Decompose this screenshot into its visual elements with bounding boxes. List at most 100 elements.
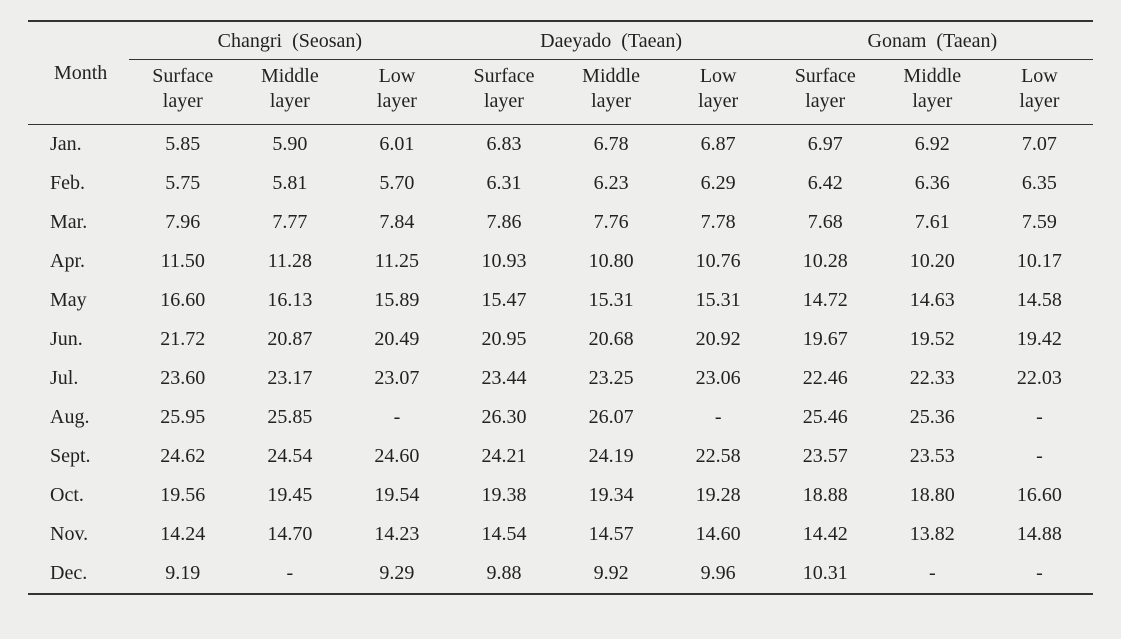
- value-cell: 6.78: [558, 125, 665, 165]
- value-cell: 7.68: [772, 203, 879, 242]
- location-header-1: Daeyado (Taean): [450, 21, 771, 60]
- value-cell: 22.46: [772, 359, 879, 398]
- value-cell: -: [343, 398, 450, 437]
- table-row: Dec.9.19-9.299.889.929.9610.31--: [28, 554, 1093, 594]
- value-cell: 14.70: [236, 515, 343, 554]
- value-cell: 14.54: [450, 515, 557, 554]
- location-header-2: Gonam (Taean): [772, 21, 1093, 60]
- value-cell: 14.63: [879, 281, 986, 320]
- table-row: Apr.11.5011.2811.2510.9310.8010.7610.281…: [28, 242, 1093, 281]
- month-cell: Oct.: [28, 476, 129, 515]
- value-cell: 23.17: [236, 359, 343, 398]
- value-cell: 24.21: [450, 437, 557, 476]
- value-cell: 22.03: [986, 359, 1093, 398]
- location-region: (Taean): [621, 30, 682, 52]
- value-cell: 5.85: [129, 125, 236, 165]
- value-cell: 14.57: [558, 515, 665, 554]
- sublayer-row: SurfacelayerMiddlelayerLowlayerSurfacela…: [28, 60, 1093, 125]
- value-cell: 25.85: [236, 398, 343, 437]
- value-cell: 7.78: [665, 203, 772, 242]
- location-name: Changri: [218, 30, 282, 52]
- value-cell: 18.88: [772, 476, 879, 515]
- value-cell: 11.25: [343, 242, 450, 281]
- value-cell: 19.67: [772, 320, 879, 359]
- table-row: Feb.5.755.815.706.316.236.296.426.366.35: [28, 164, 1093, 203]
- sublayer-header: Lowlayer: [665, 60, 772, 125]
- value-cell: 23.53: [879, 437, 986, 476]
- value-cell: -: [665, 398, 772, 437]
- value-cell: 16.60: [986, 476, 1093, 515]
- value-cell: 14.88: [986, 515, 1093, 554]
- value-cell: 6.42: [772, 164, 879, 203]
- value-cell: 11.28: [236, 242, 343, 281]
- value-cell: 23.60: [129, 359, 236, 398]
- value-cell: 25.46: [772, 398, 879, 437]
- location-region: (Taean): [936, 30, 997, 52]
- value-cell: 11.50: [129, 242, 236, 281]
- location-name: Gonam: [868, 30, 927, 52]
- value-cell: 10.80: [558, 242, 665, 281]
- value-cell: 10.20: [879, 242, 986, 281]
- value-cell: 26.07: [558, 398, 665, 437]
- value-cell: 7.61: [879, 203, 986, 242]
- value-cell: 7.07: [986, 125, 1093, 165]
- value-cell: 19.45: [236, 476, 343, 515]
- value-cell: 15.31: [558, 281, 665, 320]
- value-cell: 14.42: [772, 515, 879, 554]
- month-cell: Mar.: [28, 203, 129, 242]
- table-body: Jan.5.855.906.016.836.786.876.976.927.07…: [28, 125, 1093, 595]
- value-cell: -: [879, 554, 986, 594]
- value-cell: 7.76: [558, 203, 665, 242]
- month-cell: Nov.: [28, 515, 129, 554]
- sublayer-header: Middlelayer: [236, 60, 343, 125]
- month-cell: May: [28, 281, 129, 320]
- table-row: Mar.7.967.777.847.867.767.787.687.617.59: [28, 203, 1093, 242]
- sublayer-header: Middlelayer: [879, 60, 986, 125]
- data-table: Month Changri (Seosan) Daeyado (Taean) G…: [28, 20, 1093, 595]
- value-cell: 25.36: [879, 398, 986, 437]
- value-cell: 19.52: [879, 320, 986, 359]
- value-cell: 7.77: [236, 203, 343, 242]
- value-cell: 20.92: [665, 320, 772, 359]
- value-cell: 19.56: [129, 476, 236, 515]
- value-cell: 19.38: [450, 476, 557, 515]
- value-cell: 24.54: [236, 437, 343, 476]
- sublayer-header: Surfacelayer: [450, 60, 557, 125]
- value-cell: 6.36: [879, 164, 986, 203]
- value-cell: 5.70: [343, 164, 450, 203]
- table-row: May16.6016.1315.8915.4715.3115.3114.7214…: [28, 281, 1093, 320]
- value-cell: 7.84: [343, 203, 450, 242]
- value-cell: 14.58: [986, 281, 1093, 320]
- value-cell: 20.49: [343, 320, 450, 359]
- value-cell: 6.23: [558, 164, 665, 203]
- value-cell: 6.92: [879, 125, 986, 165]
- value-cell: 23.25: [558, 359, 665, 398]
- value-cell: 7.86: [450, 203, 557, 242]
- month-cell: Apr.: [28, 242, 129, 281]
- month-cell: Dec.: [28, 554, 129, 594]
- value-cell: 15.47: [450, 281, 557, 320]
- value-cell: 9.96: [665, 554, 772, 594]
- value-cell: 20.68: [558, 320, 665, 359]
- month-cell: Jun.: [28, 320, 129, 359]
- value-cell: 20.87: [236, 320, 343, 359]
- value-cell: -: [236, 554, 343, 594]
- value-cell: 24.19: [558, 437, 665, 476]
- value-cell: -: [986, 398, 1093, 437]
- value-cell: 13.82: [879, 515, 986, 554]
- sublayer-header: Lowlayer: [343, 60, 450, 125]
- value-cell: 6.97: [772, 125, 879, 165]
- value-cell: 23.57: [772, 437, 879, 476]
- value-cell: 10.76: [665, 242, 772, 281]
- month-cell: Sept.: [28, 437, 129, 476]
- value-cell: 7.59: [986, 203, 1093, 242]
- value-cell: 16.13: [236, 281, 343, 320]
- value-cell: 9.29: [343, 554, 450, 594]
- value-cell: 14.23: [343, 515, 450, 554]
- value-cell: 21.72: [129, 320, 236, 359]
- value-cell: 25.95: [129, 398, 236, 437]
- value-cell: 10.93: [450, 242, 557, 281]
- sublayer-header: Surfacelayer: [772, 60, 879, 125]
- table-header: Month Changri (Seosan) Daeyado (Taean) G…: [28, 21, 1093, 125]
- value-cell: 9.92: [558, 554, 665, 594]
